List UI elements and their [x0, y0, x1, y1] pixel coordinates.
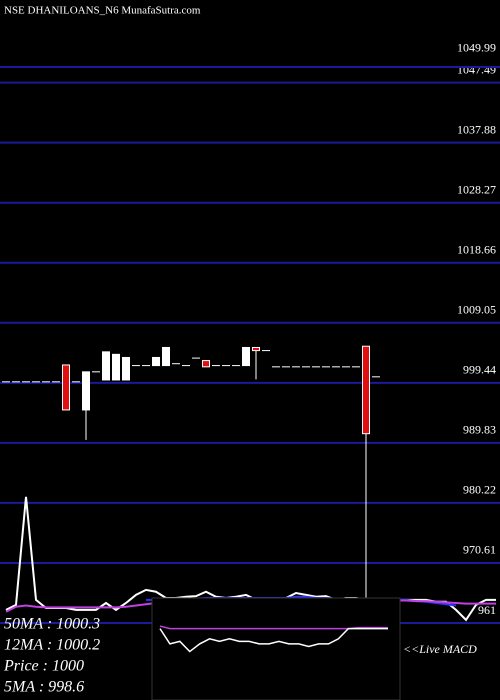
y-tick-label: 1009.05 [457, 303, 496, 317]
y-tick-label: 980.22 [463, 483, 496, 497]
candle-body [242, 346, 250, 367]
y-tick-label: 1047.49 [457, 62, 496, 76]
candle-body [162, 346, 170, 367]
candle-body [202, 360, 210, 368]
y-tick-label: 1018.66 [457, 242, 496, 256]
y-tick-label: 970.61 [463, 543, 496, 557]
chart-title: NSE DHANILOANS_N6 MunafaSutra.com [4, 5, 201, 17]
indicator-text: Price : 1000 [3, 658, 84, 675]
indicator-text: 5MA : 998.6 [4, 679, 84, 696]
candle-body [362, 345, 370, 435]
macd-label: <<Live MACD [403, 642, 477, 656]
candle-body [82, 371, 90, 411]
y-tick-label: 1049.99 [457, 40, 496, 54]
macd-line [159, 627, 388, 653]
candle-body [62, 364, 70, 411]
candle-body [102, 351, 110, 381]
y-tick-label: 961 [478, 603, 496, 617]
macd-panel [151, 597, 401, 700]
y-tick-label: 1028.27 [457, 182, 496, 196]
y-tick-label: 989.83 [463, 423, 496, 437]
candle-body [122, 356, 130, 381]
candle-body [112, 353, 120, 381]
indicator-text: 12MA : 1000.2 [4, 637, 100, 654]
y-tick-label: 999.44 [463, 363, 496, 377]
candle-body [152, 356, 160, 367]
y-tick-label: 1037.88 [457, 122, 496, 136]
candle-body [252, 346, 260, 352]
indicator-text: 50MA : 1000.3 [4, 616, 100, 633]
